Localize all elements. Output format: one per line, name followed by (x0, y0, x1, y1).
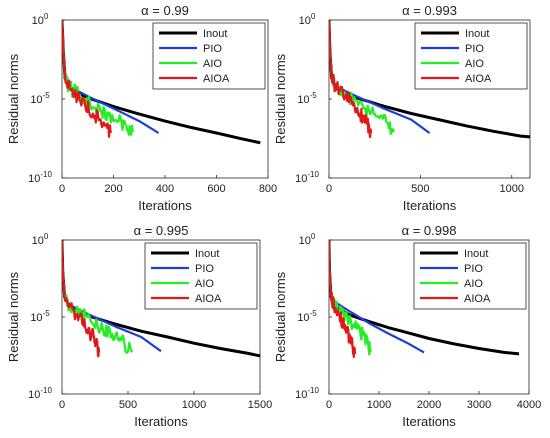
chart-title: α = 0.993 (402, 3, 457, 18)
series-line-aioa (329, 240, 357, 359)
legend-label-aioa: AIOA (195, 293, 222, 305)
y-tick-label: 100 (32, 12, 49, 27)
x-tick-label: 1000 (182, 399, 206, 411)
x-tick-label: 800 (259, 183, 277, 195)
x-tick-label: 500 (411, 183, 429, 195)
x-tick-label: 500 (119, 399, 137, 411)
y-tick-label: 10-10 (28, 170, 52, 185)
x-tick-label: 4000 (517, 399, 541, 411)
x-tick-label: 1000 (499, 183, 523, 195)
legend: Inout PIO AIO AIOA (414, 22, 528, 90)
x-tick-label: 1000 (367, 399, 391, 411)
x-axis-label: Iterations (402, 414, 456, 429)
legend-label-aio: AIO (195, 278, 214, 290)
y-tick-label: 100 (32, 232, 49, 247)
x-axis-label: Iterations (403, 198, 457, 213)
legend-label-inout: Inout (464, 248, 488, 260)
chart-title: α = 0.99 (141, 3, 189, 18)
series-group (62, 20, 261, 145)
y-tick-label: 10-5 (297, 309, 317, 324)
chart-panel-4: 0 1000 2000 3000 4000 100 10-5 10-10 α = 0.998 It… (273, 223, 541, 429)
x-tick-label: 200 (104, 183, 122, 195)
x-tick-label: 600 (207, 183, 225, 195)
legend-label-aioa: AIOA (203, 73, 230, 85)
y-tick-label: 10-5 (297, 91, 317, 106)
legend: Inout PIO AIO AIOA (144, 242, 258, 310)
y-axis-label: Residual norms (273, 271, 288, 362)
series-line-aio (62, 20, 134, 136)
chart-panel-1: 0 200 400 600 800 100 10-5 10-10 α = 0.99 Iterati… (6, 3, 277, 213)
legend-label-pio: PIO (195, 263, 214, 275)
series-line-aioa (62, 20, 112, 138)
legend-label-aio: AIO (203, 58, 222, 70)
y-axis-label: Residual norms (6, 53, 21, 144)
y-axis-label: Residual norms (273, 53, 288, 144)
legend-label-aioa: AIOA (465, 73, 492, 85)
series-line-aioa (329, 20, 373, 139)
legend-label-inout: Inout (465, 28, 489, 40)
chart-panel-3: 0 500 1000 1500 100 10-5 10-10 α = 0.995 Iterati… (6, 223, 272, 429)
series-group (62, 240, 260, 358)
legend-label-inout: Inout (203, 28, 227, 40)
legend-label-pio: PIO (464, 263, 483, 275)
chart-title: α = 0.998 (402, 223, 457, 238)
x-tick-label: 0 (59, 399, 65, 411)
y-tick-label: 10-10 (295, 386, 319, 401)
y-tick-label: 100 (299, 232, 316, 247)
y-tick-label: 10-5 (30, 309, 50, 324)
legend-label-pio: PIO (203, 43, 222, 55)
chart-title: α = 0.995 (134, 223, 189, 238)
legend-label-pio: PIO (465, 43, 484, 55)
legend: Inout PIO AIO AIOA (152, 22, 266, 90)
y-axis-label: Residual norms (6, 271, 21, 362)
legend-label-aioa: AIOA (464, 293, 491, 305)
x-tick-label: 2000 (417, 399, 441, 411)
legend-label-aio: AIO (464, 278, 483, 290)
x-tick-label: 1500 (248, 399, 272, 411)
series-group (329, 20, 530, 139)
x-tick-label: 0 (326, 399, 332, 411)
y-tick-label: 10-10 (295, 170, 319, 185)
x-tick-label: 400 (156, 183, 174, 195)
series-group (329, 240, 520, 359)
y-tick-label: 10-10 (28, 386, 52, 401)
legend: Inout PIO AIO AIOA (413, 242, 527, 310)
x-tick-label: 0 (59, 183, 65, 195)
y-tick-label: 10-5 (30, 91, 50, 106)
chart-panel-2: 0 500 1000 100 10-5 10-10 α = 0.993 Iterations R… (273, 3, 531, 213)
y-tick-label: 100 (299, 12, 316, 27)
x-tick-label: 0 (326, 183, 332, 195)
x-tick-label: 3000 (467, 399, 491, 411)
x-axis-label: Iterations (134, 414, 188, 429)
x-axis-label: Iterations (138, 198, 192, 213)
legend-label-inout: Inout (195, 248, 219, 260)
series-line-aioa (62, 240, 101, 358)
legend-label-aio: AIO (465, 58, 484, 70)
